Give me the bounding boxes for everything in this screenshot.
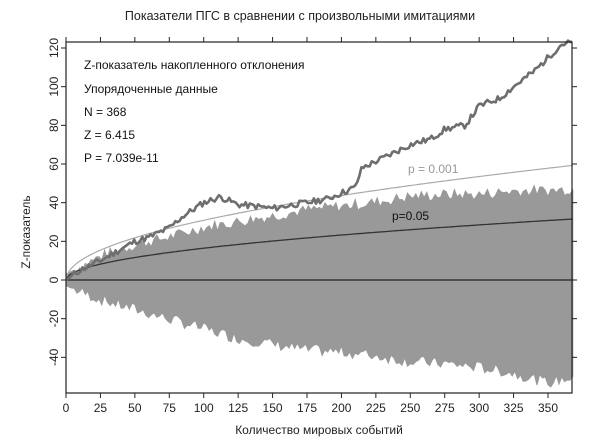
- p001-line-label: p = 0.001: [408, 162, 459, 176]
- x-tick-label: 125: [228, 401, 248, 415]
- x-tick-label: 25: [94, 401, 108, 415]
- y-tick-label: 60: [47, 157, 61, 171]
- p005-line: [65, 218, 573, 281]
- y-tick-label: -40: [47, 348, 61, 366]
- x-tick-label: 100: [194, 401, 214, 415]
- x-tick-label: 50: [128, 401, 142, 415]
- x-tick-label: 150: [263, 401, 283, 415]
- x-tick-label: 0: [63, 401, 70, 415]
- y-tick-label: 20: [47, 234, 61, 248]
- y-tick-label: 80: [47, 118, 61, 132]
- annotation-p: P = 7.039e-11: [84, 151, 159, 165]
- y-tick-label: 40: [47, 196, 61, 210]
- x-tick-label: 350: [538, 401, 558, 415]
- cumulative-deviation-line: [65, 39, 573, 282]
- y-tick-label: 100: [47, 76, 61, 96]
- annotation-metric: Z-показатель накопленного отклонения: [84, 58, 305, 72]
- annotation-z: Z = 6.415: [84, 128, 136, 142]
- y-tick-label: 0: [47, 276, 61, 283]
- annotation-n: N = 368: [84, 105, 127, 119]
- x-tick-label: 225: [366, 401, 386, 415]
- x-tick-label: 325: [504, 401, 524, 415]
- x-axis-label: Количество мировых событий: [235, 423, 403, 437]
- x-tick-label: 300: [469, 401, 489, 415]
- simulations-band: [65, 184, 574, 388]
- x-tick-label: 275: [435, 401, 455, 415]
- x-tick-label: 250: [400, 401, 420, 415]
- chart-title: Показатели ПГС в сравнении с произвольны…: [124, 9, 476, 23]
- x-tick-label: 75: [163, 401, 177, 415]
- x-tick-label: 175: [297, 401, 317, 415]
- x-tick-label: 200: [331, 401, 351, 415]
- annotation-data-type: Упорядоченные данные: [84, 82, 218, 96]
- plot-frame: [65, 41, 573, 394]
- y-tick-label: -20: [47, 310, 61, 328]
- p005-line-label: p=0.05: [392, 209, 430, 223]
- y-tick-label: 120: [47, 38, 61, 58]
